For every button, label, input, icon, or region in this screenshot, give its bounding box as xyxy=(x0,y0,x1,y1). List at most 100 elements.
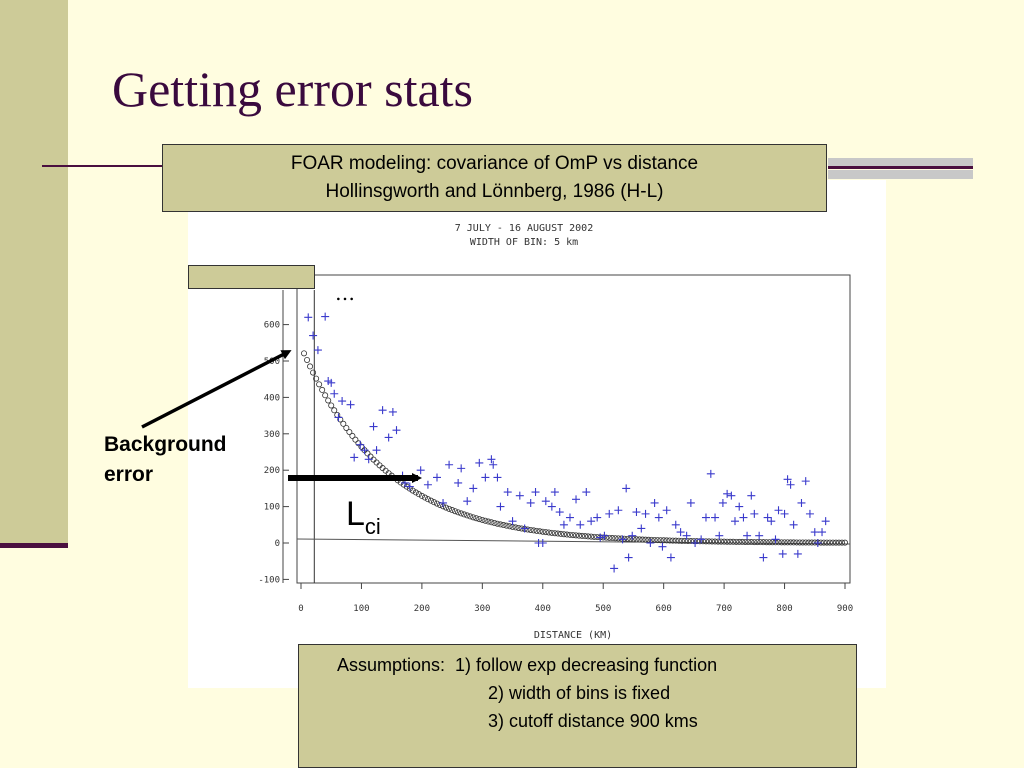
observed-point xyxy=(565,513,574,522)
observed-point xyxy=(364,455,373,464)
observed-point xyxy=(423,480,432,489)
fit-point xyxy=(823,539,830,546)
observed-point xyxy=(718,498,727,507)
observed-point xyxy=(338,397,347,406)
fit-point xyxy=(418,492,425,499)
assumption-line-1: Assumptions: 1) follow exp decreasing fu… xyxy=(337,655,718,675)
fit-point xyxy=(506,523,513,530)
fit-point xyxy=(760,539,767,546)
fit-point xyxy=(539,528,546,535)
fit-point xyxy=(793,539,800,546)
observed-point xyxy=(805,509,814,518)
observed-point xyxy=(559,520,568,529)
observed-point xyxy=(755,531,764,540)
y-tick-label: -100 xyxy=(258,575,280,585)
observed-point xyxy=(747,491,756,500)
fit-point xyxy=(805,539,812,546)
fit-point xyxy=(424,496,431,503)
fit-point xyxy=(766,539,773,546)
observed-point xyxy=(378,406,387,415)
fit-point xyxy=(530,527,537,534)
observed-point xyxy=(774,506,783,515)
fit-point xyxy=(573,532,580,539)
observed-point xyxy=(369,422,378,431)
fit-point xyxy=(582,533,589,540)
observed-point xyxy=(587,517,596,526)
observed-point xyxy=(686,498,695,507)
observed-point xyxy=(388,407,397,416)
fit-point xyxy=(727,538,734,545)
fit-point xyxy=(512,524,519,531)
fit-point xyxy=(712,538,719,545)
y-tick-label: 600 xyxy=(264,321,280,331)
observed-point xyxy=(666,553,675,562)
observed-point xyxy=(360,446,369,455)
observed-point xyxy=(309,331,318,340)
observed-point xyxy=(439,498,448,507)
fit-point xyxy=(832,539,839,546)
fit-point xyxy=(433,500,440,507)
fit-point xyxy=(455,509,462,516)
fit-point xyxy=(693,538,700,545)
observed-point xyxy=(750,509,759,518)
fit-point xyxy=(322,392,329,399)
observed-point xyxy=(313,346,322,355)
observed-point xyxy=(701,513,710,522)
fit-point xyxy=(675,537,682,544)
fit-point xyxy=(829,539,836,546)
fit-point xyxy=(757,539,764,546)
fit-point xyxy=(566,531,573,538)
fit-point xyxy=(491,520,498,527)
y-tick-label: 100 xyxy=(264,503,280,513)
fit-point xyxy=(319,386,326,393)
observed-point xyxy=(405,482,414,491)
fit-point xyxy=(527,526,534,533)
ellipsis-annotation: … xyxy=(335,281,355,305)
fit-point xyxy=(745,539,752,546)
fit-point xyxy=(842,539,849,546)
observed-point xyxy=(763,513,772,522)
fit-point xyxy=(724,538,731,545)
observed-point xyxy=(496,502,505,511)
observed-point xyxy=(628,531,637,540)
fit-point xyxy=(304,356,311,363)
observed-point xyxy=(526,498,535,507)
fit-point xyxy=(494,520,501,527)
fit-point xyxy=(808,539,815,546)
observed-point xyxy=(489,460,498,469)
x-tick-label: 400 xyxy=(535,604,551,614)
observed-point xyxy=(610,564,619,573)
fit-point xyxy=(560,531,567,538)
observed-point xyxy=(818,528,827,537)
fit-point xyxy=(615,535,622,542)
fit-point xyxy=(576,532,583,539)
fit-point xyxy=(702,538,709,545)
fit-point xyxy=(642,536,649,543)
fit-point xyxy=(340,420,347,427)
fit-point xyxy=(331,407,338,414)
assumptions-box: Assumptions: 1) follow exp decreasing fu… xyxy=(298,644,857,768)
fit-point xyxy=(352,436,359,443)
fit-point xyxy=(316,381,323,388)
observed-point xyxy=(334,413,343,422)
y-tick-label: 200 xyxy=(264,466,280,476)
x-tick-label: 100 xyxy=(353,604,369,614)
fit-point xyxy=(355,440,362,447)
fit-point xyxy=(548,529,555,536)
observed-point xyxy=(789,520,798,529)
observed-point xyxy=(372,446,381,455)
fit-point xyxy=(400,481,407,488)
fit-point xyxy=(545,529,552,536)
fit-point xyxy=(669,537,676,544)
lci-subscript: ci xyxy=(365,514,381,539)
chart-axes: -100010020030040050060001002003004005006… xyxy=(258,290,853,614)
fit-point xyxy=(748,539,755,546)
observed-point xyxy=(715,531,724,540)
observed-point xyxy=(416,466,425,475)
observed-point xyxy=(596,533,605,542)
fit-point xyxy=(633,536,640,543)
fit-point xyxy=(349,432,356,439)
fit-point xyxy=(461,511,468,518)
observed-point xyxy=(582,488,591,497)
observed-point xyxy=(706,469,715,478)
